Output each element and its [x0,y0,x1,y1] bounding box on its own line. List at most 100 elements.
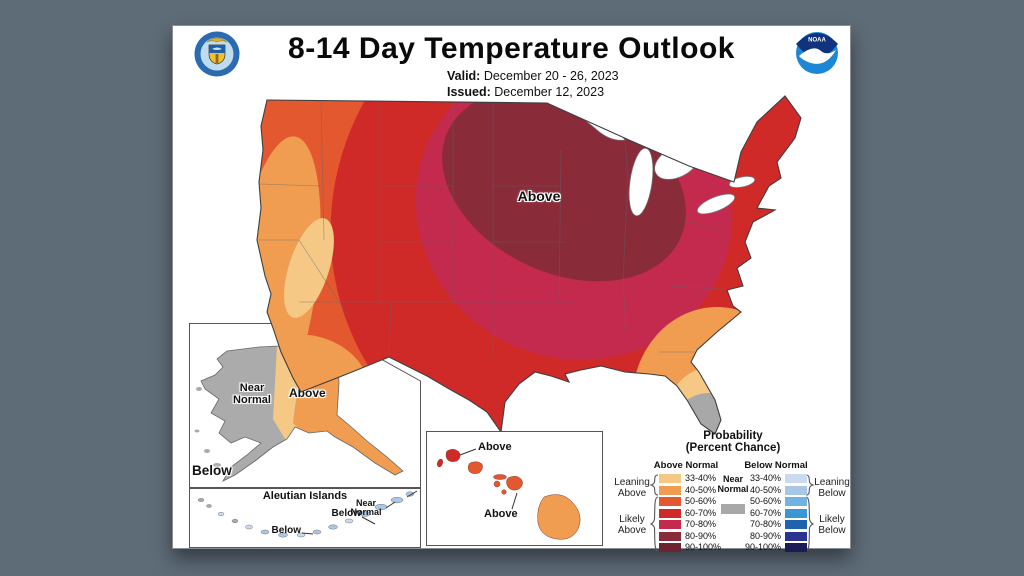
page-title: 8-14 Day Temperature Outlook [288,32,735,65]
california-33-40-area [284,218,334,318]
legend-row-above: 33-40% [659,473,716,483]
aleutian-near-normal-label: Near Normal [350,498,382,518]
hawaii-inset: Above Above [426,431,603,546]
legend-range-label: 40-50% [685,485,717,495]
legend-swatch-below [785,531,807,541]
hawaii-above-label-2: Above [484,508,518,520]
issued-value: December 12, 2023 [494,85,605,99]
legend-swatch-above [659,542,681,552]
legend-swatch-above [659,485,681,495]
department-of-commerce-seal-icon [193,30,241,78]
legend-range-label: 50-60% [749,496,781,506]
legend-row-below: 70-80% [750,519,807,529]
aleutian-inset-frame [189,488,421,548]
aleutian-title: Aleutian Islands [262,490,348,502]
conus-outline [256,95,802,435]
legend-swatch-above [659,531,681,541]
outlook-page: NOAA 8-14 Day Temperature Outlook Valid:… [172,25,853,552]
conus-map: Above [229,90,811,455]
aleutian-below-label-2: Below [271,525,301,536]
issued-line: Issued: December 12, 2023 [447,84,619,100]
valid-value: December 20 - 26, 2023 [483,69,619,83]
legend-likely-below: Likely Below [818,514,846,536]
big-island [537,494,581,540]
legend-swatch-below [785,485,807,495]
legend-range-label: 90-100% [744,542,781,552]
legend-range-label: 33-40% [685,473,717,483]
issued-label: Issued: [447,85,491,99]
lake-michigan [628,147,654,217]
lake-ontario [728,176,756,188]
legend-near-normal-label: Near Normal [717,474,749,494]
leaning-below-brace [805,474,815,496]
legend-range-label: 60-70% [749,508,781,518]
legend-row-below: 60-70% [750,508,807,518]
legend-range-label: 70-80% [749,519,781,529]
valid-label: Valid: [447,69,481,83]
aleutian-below-label-1: Below [331,508,361,519]
legend-row-above: 70-80% [659,519,716,529]
legend-row-above: 60-70% [659,508,716,518]
legend-row-below: 50-60% [750,496,807,506]
alaska-below-label: Below [192,463,232,478]
legend-swatch-below [785,473,807,483]
legend-leaning-above: Leaning Above [614,477,650,499]
legend-row-below: 80-90% [750,531,807,541]
lanai [493,480,501,488]
noaa-logo-text: NOAA [808,38,826,44]
legend-range-label: 80-90% [685,531,717,541]
aleutian-inset: Aleutian Islands Below Below Near Normal [189,488,421,548]
probability-legend: Probability (Percent Chance) Above Norma… [613,430,853,552]
state-borders [258,101,740,358]
legend-range-label: 70-80% [685,519,717,529]
legend-swatch-below [785,508,807,518]
alaska-near-normal-label: Near Normal [233,382,271,406]
legend-row-below: 90-100% [745,542,807,552]
valid-line: Valid: December 20 - 26, 2023 [447,68,619,84]
kahoolawe [501,489,507,495]
legend-range-label: 33-40% [749,473,781,483]
legend-range-label: 40-50% [749,485,781,495]
legend-row-below: 33-40% [750,473,807,483]
leaning-above-brace [649,474,659,496]
validity-block: Valid: December 20 - 26, 2023 Issued: De… [447,68,619,100]
legend-swatch-above [659,496,681,506]
legend-swatch-below [785,496,807,506]
legend-above-header: Above Normal [653,460,719,471]
legend-row-above: 90-100% [659,542,721,552]
aleutian-island-chain [197,491,415,538]
legend-row-above: 40-50% [659,485,716,495]
legend-leaning-below: Leaning Below [814,477,850,499]
likely-above-brace [649,496,659,552]
legend-below-header: Below Normal [744,460,808,471]
legend-range-label: 60-70% [685,508,717,518]
legend-row-above: 80-90% [659,531,716,541]
legend-swatch-below [785,542,807,552]
label-pointer-lines [459,448,518,510]
maui [506,476,523,491]
legend-row-above: 50-60% [659,496,716,506]
conus-above-label: Above [517,188,561,204]
legend-range-label: 80-90% [749,531,781,541]
hawaiian-islands [437,449,581,540]
legend-range-label: 90-100% [685,542,722,552]
legend-near-normal-swatch [721,504,745,514]
noaa-logo-icon: NOAA [794,29,840,75]
label-pointer-lines [301,490,418,535]
kauai [445,449,461,462]
legend-row-below: 40-50% [750,485,807,495]
probability-bands [257,96,801,434]
alaska-above-label: Above [289,386,326,400]
legend-swatch-below [785,519,807,529]
legend-range-label: 50-60% [685,496,717,506]
legend-swatch-above [659,519,681,529]
legend-likely-above: Likely Above [617,514,647,536]
legend-swatch-above [659,473,681,483]
hawaii-above-label-1: Above [478,441,512,453]
molokai [493,474,507,480]
legend-title: Probability (Percent Chance) [685,430,781,454]
oahu [467,461,483,474]
likely-below-brace [805,496,815,552]
legend-swatch-above [659,508,681,518]
lake-erie [696,193,736,215]
